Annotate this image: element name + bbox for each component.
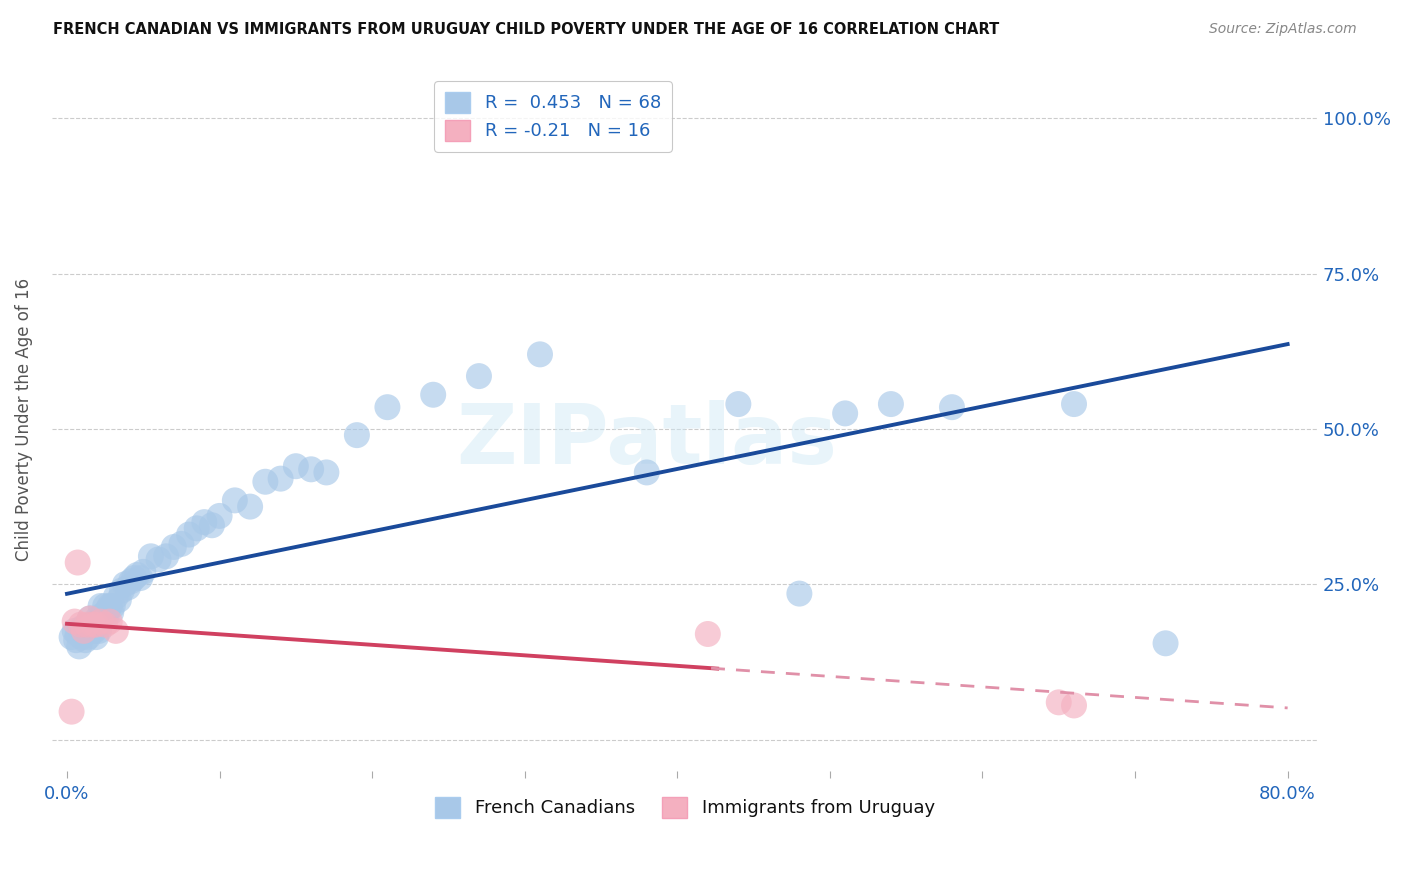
Point (114, 577, 136, 591)
Point (72, 621, 94, 635)
Point (69, 624, 91, 638)
Point (122, 571, 145, 585)
Point (1047, 695, 1070, 709)
Point (104, 624, 127, 638)
Point (65, 633, 87, 648)
Point (941, 400, 963, 414)
Point (163, 540, 186, 554)
Point (90, 599, 112, 613)
Point (193, 515, 215, 529)
Point (129, 571, 152, 585)
Point (66, 627, 89, 641)
Point (94, 599, 117, 613)
Point (148, 552, 170, 566)
Point (132, 565, 155, 579)
Point (93, 611, 115, 625)
Y-axis label: Child Poverty Under the Age of 16: Child Poverty Under the Age of 16 (15, 278, 32, 561)
Point (111, 583, 134, 598)
Point (72, 630, 94, 644)
Point (727, 397, 749, 411)
Point (346, 428, 368, 442)
Point (208, 508, 231, 523)
Point (104, 590, 127, 604)
Point (177, 527, 200, 541)
Point (155, 549, 177, 564)
Point (880, 397, 903, 411)
Text: FRENCH CANADIAN VS IMMIGRANTS FROM URUGUAY CHILD POVERTY UNDER THE AGE OF 16 COR: FRENCH CANADIAN VS IMMIGRANTS FROM URUGU… (53, 22, 1000, 37)
Point (284, 459, 307, 474)
Point (73, 627, 96, 641)
Point (63, 615, 86, 629)
Point (90, 615, 112, 629)
Point (100, 605, 122, 619)
Point (254, 475, 277, 489)
Point (79, 611, 101, 625)
Point (63, 624, 86, 638)
Point (1063, 397, 1085, 411)
Point (108, 592, 131, 607)
Point (98, 599, 121, 613)
Point (87, 624, 110, 638)
Point (834, 406, 856, 420)
Point (315, 466, 337, 480)
Point (69, 617, 91, 632)
Point (117, 580, 139, 594)
Point (66, 556, 89, 570)
Point (97, 602, 120, 616)
Point (120, 574, 142, 589)
Point (101, 599, 124, 613)
Point (789, 586, 811, 600)
Point (94, 617, 117, 632)
Text: Source: ZipAtlas.com: Source: ZipAtlas.com (1209, 22, 1357, 37)
Text: ZIPatlas: ZIPatlas (457, 401, 838, 481)
Point (96, 608, 118, 623)
Point (60, 630, 83, 644)
Point (139, 549, 162, 564)
Point (60, 705, 83, 719)
Point (239, 500, 262, 514)
Point (201, 518, 224, 533)
Point (1063, 698, 1085, 713)
Point (98, 615, 121, 629)
Point (186, 521, 208, 535)
Point (86, 611, 108, 625)
Point (636, 466, 658, 480)
Point (80, 617, 103, 632)
Point (75, 633, 97, 648)
Point (83, 624, 105, 638)
Point (91, 608, 114, 623)
Point (270, 472, 292, 486)
Point (696, 627, 718, 641)
Point (127, 568, 149, 582)
Point (84, 630, 107, 644)
Point (468, 369, 491, 384)
Point (299, 462, 322, 476)
Point (82, 624, 104, 638)
Point (73, 624, 96, 638)
Point (529, 347, 551, 361)
Point (77, 630, 100, 644)
Point (76, 624, 98, 638)
Point (79, 611, 101, 625)
Point (67, 640, 90, 654)
Point (422, 388, 444, 402)
Point (170, 537, 193, 551)
Point (84, 617, 107, 632)
Point (224, 493, 246, 508)
Point (82, 617, 104, 632)
Point (1154, 636, 1177, 650)
Point (76, 617, 98, 632)
Point (377, 400, 399, 414)
Legend: French Canadians, Immigrants from Uruguay: French Canadians, Immigrants from Urugua… (427, 789, 942, 825)
